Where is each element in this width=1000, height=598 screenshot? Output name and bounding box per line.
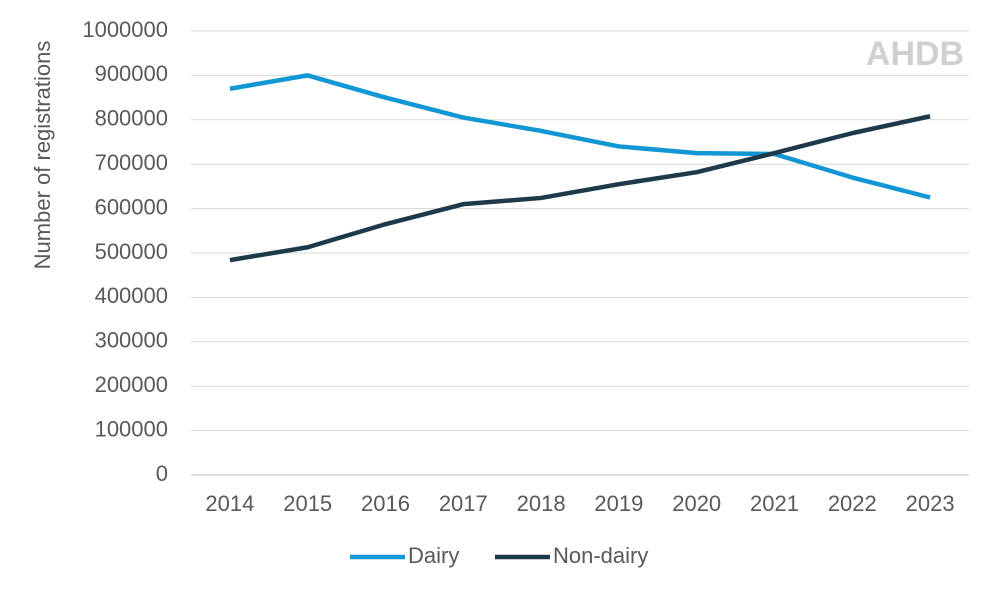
- y-axis-label: Number of registrations: [30, 41, 55, 270]
- y-tick-label: 100000: [95, 416, 168, 441]
- x-tick-label: 2014: [205, 491, 254, 516]
- watermark: AHDB: [866, 35, 964, 73]
- y-tick-label: 200000: [95, 372, 168, 397]
- y-tick-label: 600000: [95, 194, 168, 219]
- line: [229, 73, 931, 200]
- legend-label: Non-dairy: [553, 543, 648, 568]
- x-tick-label: 2017: [439, 491, 488, 516]
- x-tick-label: 2018: [517, 491, 566, 516]
- x-tick-label: 2022: [828, 491, 877, 516]
- line: [229, 114, 931, 263]
- y-tick-label: 300000: [95, 328, 168, 353]
- y-tick-label: 0: [156, 461, 168, 486]
- y-tick-label: 500000: [95, 239, 168, 264]
- y-tick-label: 1000000: [82, 17, 168, 42]
- legend-label: Dairy: [408, 543, 459, 568]
- x-tick-label: 2023: [906, 491, 955, 516]
- x-tick-label: 2016: [361, 491, 410, 516]
- y-tick-label: 700000: [95, 150, 168, 175]
- x-tick-label: 2015: [283, 491, 332, 516]
- y-tick-label: 800000: [95, 106, 168, 131]
- x-tick-label: 2020: [672, 491, 721, 516]
- x-tick-label: 2021: [750, 491, 799, 516]
- y-tick-label: 900000: [95, 61, 168, 86]
- x-tick-label: 2019: [594, 491, 643, 516]
- y-tick-label: 400000: [95, 283, 168, 308]
